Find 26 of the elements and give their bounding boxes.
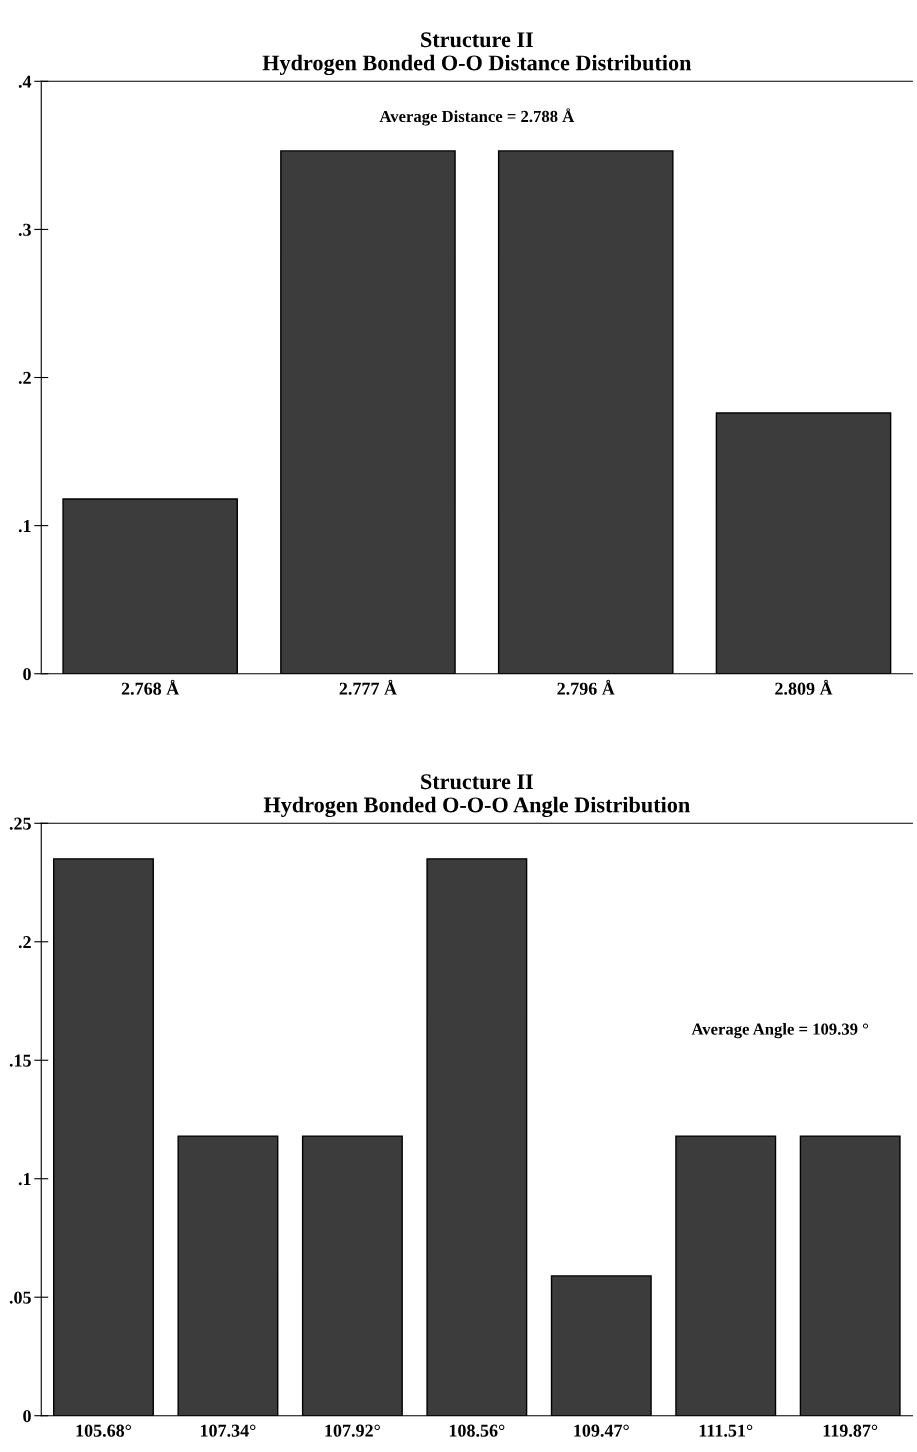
y-tick-label: .05 (9, 1291, 31, 1304)
x-tick-label: 107.34° (200, 1424, 256, 1437)
y-tick-label: .25 (9, 817, 31, 830)
y-tick-label: 0 (23, 1409, 31, 1423)
y-tick-label: .15 (9, 1054, 31, 1067)
y-tick-label: .2 (18, 371, 31, 385)
x-tick-label: 108.56° (449, 1424, 505, 1437)
y-tick-label: .1 (18, 519, 31, 533)
y-tick-label: 0 (23, 667, 31, 681)
x-tick-label: 2.768 Å (121, 679, 180, 695)
y-tick-label: .3 (18, 223, 31, 236)
x-tick-label: 2.809 Å (775, 679, 833, 695)
y-tick-label: .4 (18, 75, 32, 88)
x-tick-label: 107.92° (325, 1424, 380, 1437)
x-tick-label: 109.47° (574, 1424, 629, 1437)
x-tick-label: 119.87° (823, 1424, 878, 1437)
x-tick-label: 105.68° (76, 1424, 132, 1437)
y-tick-label: .2 (18, 936, 31, 949)
chart-title: Structure II Hydrogen Bonded O-O Distance Distribution (262, 32, 692, 76)
x-tick-label: 2.796 Å (557, 679, 615, 695)
chart-title: Structure II Hydrogen Bonded O-O-O Angle Distribution (263, 774, 690, 818)
annotation: Average Distance = 2.788 Å (379, 108, 575, 126)
y-tick-label: .1 (18, 1173, 31, 1186)
x-tick-label: 2.777 Å (339, 679, 397, 695)
x-tick-label: 111.51° (699, 1424, 753, 1437)
annotation: Average Angle = 109.39 ° (691, 1023, 869, 1039)
